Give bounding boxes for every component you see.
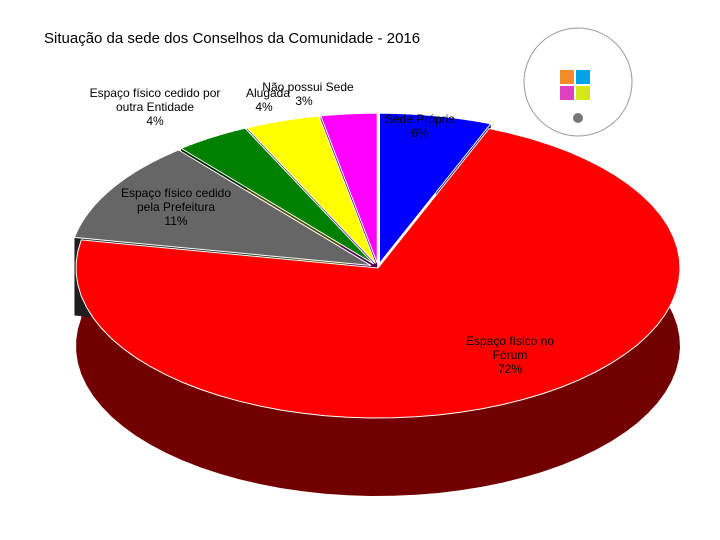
slice-label: Não possui Sede <box>262 80 354 94</box>
slice-side <box>76 128 680 496</box>
slice-label: Alugada <box>245 86 291 100</box>
slice <box>73 149 372 267</box>
chart-title: Situação da sede dos Conselhos da Comuni… <box>44 30 421 47</box>
slice <box>180 127 375 265</box>
slice-value: 6% <box>411 126 429 140</box>
slice-value: 3% <box>295 94 313 108</box>
slice-label: Espaço físico cedido por outra Entidade <box>89 86 221 114</box>
slice-value: 4% <box>255 100 273 114</box>
slice-label: Espaço físico cedido pela Prefeitura <box>120 186 232 214</box>
slice <box>320 112 378 264</box>
slice <box>245 115 376 264</box>
slice <box>378 112 492 265</box>
slice-value: 11% <box>164 214 188 228</box>
logo <box>523 27 633 137</box>
slice <box>75 127 681 419</box>
slice-value: 72% <box>497 362 523 376</box>
slice-label: Sede Própria <box>384 112 456 126</box>
slice-value: 4% <box>146 114 164 128</box>
slice-label: Espaço físico no Fórum <box>465 334 555 362</box>
